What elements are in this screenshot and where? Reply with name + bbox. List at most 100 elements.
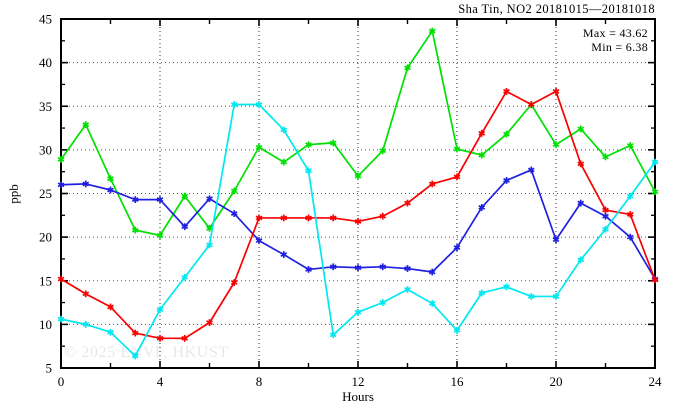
data-point-marker (626, 142, 634, 149)
data-point-marker (305, 167, 312, 175)
data-point-marker (478, 204, 486, 211)
data-point-marker (255, 143, 263, 151)
data-point-marker (107, 175, 114, 183)
data-point-marker (577, 125, 585, 133)
data-point-marker (651, 158, 659, 166)
data-point-marker (552, 141, 560, 149)
y-tick-label: 20 (39, 230, 52, 245)
data-point-marker (354, 172, 362, 180)
data-point-marker (379, 212, 387, 220)
axis-tick-labels: 5 10 15 20 25 30 35 40 45 0 4 8 12 16 20 24 (39, 12, 662, 390)
data-point-marker (82, 180, 90, 188)
y-tick-label: 45 (39, 12, 52, 27)
data-point-marker (404, 64, 411, 72)
data-point-marker (503, 88, 510, 95)
data-point-marker (602, 225, 609, 233)
data-point-marker (478, 151, 486, 159)
series-series-cyan (57, 101, 659, 360)
data-point-marker (82, 121, 90, 128)
data-point-marker (577, 256, 585, 264)
data-point-marker (626, 192, 634, 200)
chart-title: Sha Tin, NO2 20181015—20181018 (458, 2, 655, 16)
data-point-marker (404, 286, 411, 293)
x-axis-label: Hours (342, 389, 374, 404)
data-point-marker (181, 273, 189, 281)
data-point-marker (230, 101, 238, 108)
data-point-marker (206, 195, 213, 203)
data-point-marker (156, 196, 164, 204)
y-tick-label: 25 (39, 186, 52, 201)
data-series (57, 27, 659, 360)
data-point-marker (602, 212, 609, 220)
data-point-marker (329, 331, 337, 339)
data-point-marker (552, 88, 560, 95)
data-point-marker (57, 181, 65, 189)
data-point-marker (379, 147, 387, 155)
data-point-marker (503, 130, 510, 138)
data-point-marker (280, 214, 288, 222)
y-tick-label: 5 (46, 361, 53, 376)
x-tick-label: 12 (352, 374, 365, 389)
data-point-marker (626, 233, 634, 241)
data-point-marker (206, 241, 213, 249)
data-point-marker (379, 299, 387, 306)
data-point-marker (453, 145, 461, 153)
max-value-label: Max = 43.62 (583, 26, 648, 40)
data-point-marker (57, 315, 65, 323)
data-point-marker (131, 226, 139, 234)
data-point-marker (255, 214, 263, 222)
data-point-marker (453, 173, 461, 181)
x-tick-label: 24 (649, 374, 663, 389)
x-tick-label: 4 (157, 374, 164, 389)
data-point-marker (552, 293, 560, 300)
data-point-marker (255, 101, 263, 108)
x-tick-label: 0 (58, 374, 65, 389)
data-point-marker (181, 192, 189, 200)
data-point-marker (280, 126, 288, 134)
data-point-marker (527, 166, 535, 174)
data-point-marker (107, 303, 114, 311)
data-point-marker (651, 188, 659, 196)
data-point-marker (379, 263, 387, 271)
data-point-marker (230, 210, 238, 217)
data-point-marker (305, 214, 312, 222)
data-point-marker (428, 180, 436, 188)
data-point-marker (329, 263, 337, 271)
data-point-marker (577, 160, 585, 168)
data-point-marker (602, 153, 609, 161)
data-point-marker (404, 199, 411, 207)
watermark: © 2025 ENVF, HKUST (64, 344, 229, 361)
data-point-marker (131, 352, 139, 360)
data-point-marker (280, 251, 288, 258)
data-point-marker (428, 300, 436, 307)
data-point-marker (329, 214, 337, 222)
data-point-marker (329, 139, 337, 147)
data-point-marker (57, 275, 65, 283)
data-point-marker (552, 236, 560, 244)
data-point-marker (354, 218, 362, 225)
series-series-blue (57, 166, 659, 283)
data-point-marker (626, 211, 634, 218)
data-point-marker (57, 156, 65, 163)
data-point-marker (527, 101, 535, 108)
data-point-marker (230, 279, 238, 286)
data-point-marker (305, 141, 312, 149)
min-value-label: Min = 6.38 (591, 40, 648, 54)
y-tick-label: 10 (39, 317, 52, 332)
data-point-marker (602, 206, 609, 214)
data-point-marker (305, 266, 312, 273)
data-point-marker (156, 231, 164, 239)
y-tick-label: 35 (39, 99, 52, 114)
data-point-marker (354, 264, 362, 272)
data-point-marker (181, 334, 189, 342)
y-tick-label: 40 (39, 55, 52, 70)
data-point-marker (453, 244, 461, 251)
data-point-marker (131, 196, 139, 204)
data-point-marker (181, 223, 189, 231)
data-point-marker (651, 276, 659, 284)
x-tick-label: 16 (451, 374, 465, 389)
data-point-marker (503, 177, 510, 184)
